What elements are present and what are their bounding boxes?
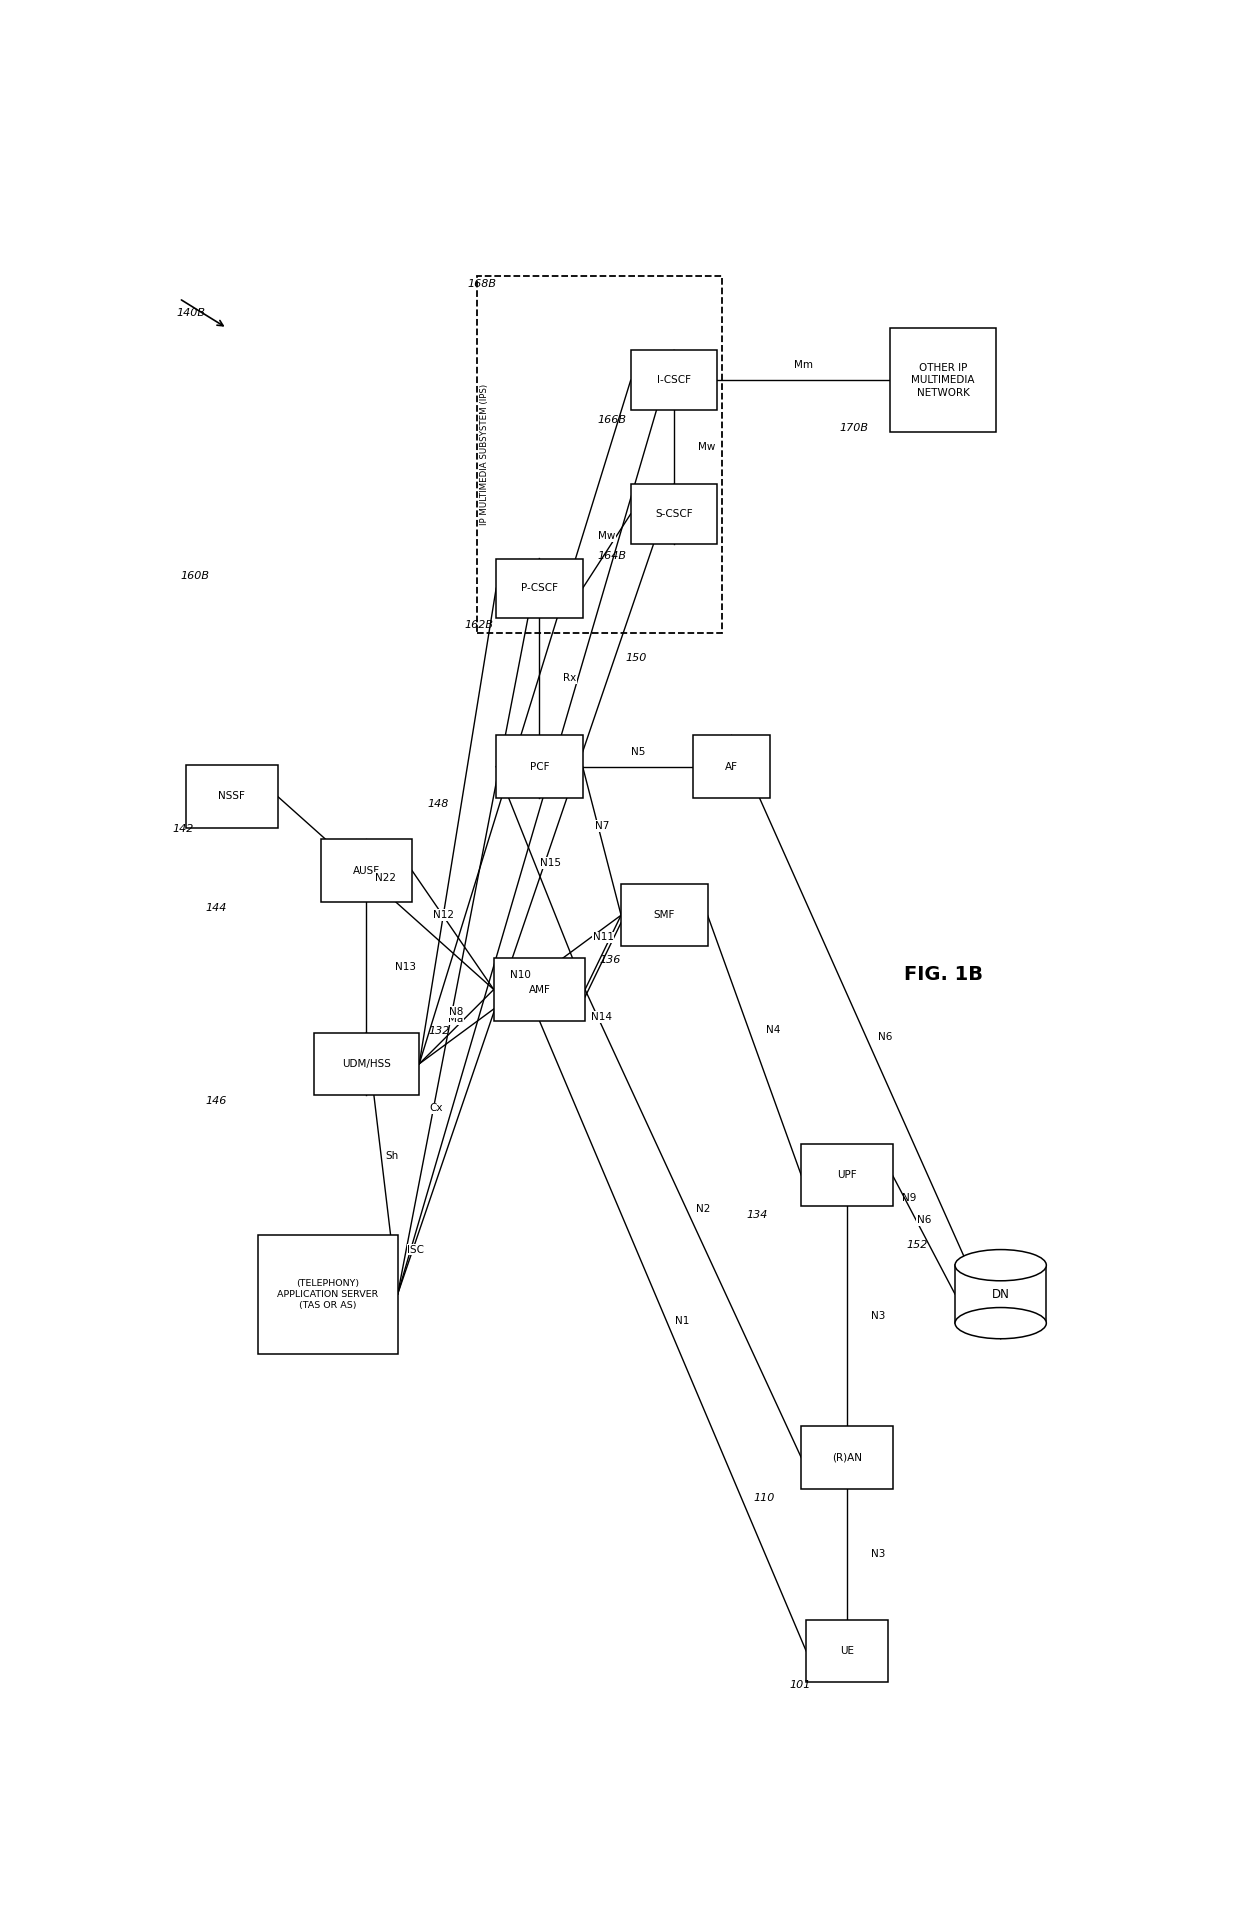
Bar <box>494 959 585 1021</box>
Bar <box>955 1266 1047 1324</box>
Text: PCF: PCF <box>529 762 549 772</box>
Text: 134: 134 <box>746 1210 768 1220</box>
Text: Cx: Cx <box>429 1104 443 1114</box>
Text: 160B: 160B <box>181 571 210 581</box>
Text: Mw: Mw <box>598 531 615 540</box>
Bar <box>258 1235 398 1353</box>
Text: 146: 146 <box>206 1096 227 1106</box>
Text: 170B: 170B <box>839 423 868 432</box>
Text: N22: N22 <box>376 872 396 884</box>
Text: 110: 110 <box>754 1492 775 1503</box>
Text: AUSF: AUSF <box>353 867 379 876</box>
Text: 144: 144 <box>206 903 227 913</box>
Text: FIG. 1B: FIG. 1B <box>904 965 982 984</box>
Text: 148: 148 <box>427 799 449 809</box>
Text: OTHER IP
MULTIMEDIA
NETWORK: OTHER IP MULTIMEDIA NETWORK <box>911 363 975 398</box>
Text: SMF: SMF <box>653 911 675 921</box>
Text: S-CSCF: S-CSCF <box>655 510 693 519</box>
Text: 136: 136 <box>599 955 620 965</box>
Text: 150: 150 <box>626 652 647 664</box>
Bar <box>477 276 722 633</box>
Text: N14: N14 <box>591 1011 613 1021</box>
Bar <box>321 840 412 901</box>
Text: 164B: 164B <box>596 550 626 560</box>
Bar <box>801 1144 893 1206</box>
Text: 168B: 168B <box>467 278 496 289</box>
Text: N11: N11 <box>593 932 614 942</box>
Text: N6: N6 <box>878 1033 893 1042</box>
Text: Sh: Sh <box>386 1150 398 1162</box>
Text: N5: N5 <box>631 747 645 757</box>
Text: I-CSCF: I-CSCF <box>657 374 691 386</box>
Text: UDM/HSS: UDM/HSS <box>342 1060 391 1069</box>
Text: N3: N3 <box>870 1550 885 1559</box>
Text: Mm: Mm <box>794 361 813 371</box>
Text: 162B: 162B <box>465 620 494 631</box>
Ellipse shape <box>955 1307 1047 1339</box>
Bar <box>621 884 708 946</box>
Bar <box>496 558 583 618</box>
Text: N1: N1 <box>675 1316 689 1326</box>
Text: (TELEPHONY)
APPLICATION SERVER
(TAS OR AS): (TELEPHONY) APPLICATION SERVER (TAS OR A… <box>278 1278 378 1310</box>
Text: NSSF: NSSF <box>218 791 246 801</box>
Text: N4: N4 <box>766 1025 781 1034</box>
Text: AF: AF <box>725 762 738 772</box>
Text: 101: 101 <box>789 1679 811 1691</box>
Bar <box>631 484 717 544</box>
Text: UPF: UPF <box>837 1170 857 1181</box>
Text: N10: N10 <box>510 969 531 980</box>
Text: Rx: Rx <box>563 674 577 683</box>
Text: AMF: AMF <box>528 984 551 994</box>
Text: 166B: 166B <box>596 415 626 425</box>
Text: Mw: Mw <box>698 442 715 452</box>
Bar <box>496 735 583 797</box>
Text: N8: N8 <box>449 1007 464 1017</box>
Text: 132: 132 <box>429 1027 450 1036</box>
Text: IP MULTIMEDIA SUBSYSTEM (IPS): IP MULTIMEDIA SUBSYSTEM (IPS) <box>480 384 489 525</box>
Text: (R)AN: (R)AN <box>832 1453 862 1463</box>
Text: UE: UE <box>839 1646 854 1656</box>
Text: N6: N6 <box>916 1214 931 1226</box>
Text: P-CSCF: P-CSCF <box>521 583 558 593</box>
Text: N15: N15 <box>539 859 560 868</box>
Text: N7: N7 <box>595 820 609 832</box>
Text: 142: 142 <box>172 824 193 834</box>
Text: Ma: Ma <box>448 1015 464 1025</box>
Text: N9: N9 <box>903 1193 916 1202</box>
Bar <box>693 735 770 797</box>
Bar <box>890 328 996 432</box>
Bar <box>806 1619 888 1683</box>
Bar <box>801 1426 893 1488</box>
Bar <box>314 1033 419 1094</box>
Bar <box>631 351 717 409</box>
Text: N13: N13 <box>396 963 417 973</box>
Text: N2: N2 <box>696 1204 711 1214</box>
Text: ISC: ISC <box>407 1245 424 1255</box>
Text: 152: 152 <box>906 1241 928 1251</box>
Text: N3: N3 <box>870 1312 885 1322</box>
Bar <box>186 764 278 828</box>
Text: N12: N12 <box>433 911 454 921</box>
Ellipse shape <box>955 1249 1047 1282</box>
Text: 140B: 140B <box>176 309 205 318</box>
Text: DN: DN <box>992 1287 1009 1301</box>
